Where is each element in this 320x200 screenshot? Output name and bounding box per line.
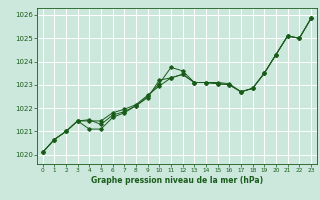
X-axis label: Graphe pression niveau de la mer (hPa): Graphe pression niveau de la mer (hPa) (91, 176, 263, 185)
